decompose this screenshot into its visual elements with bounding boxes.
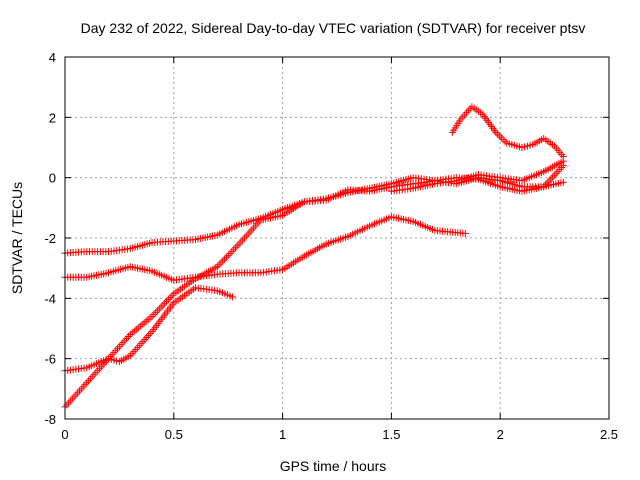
data-point: [230, 246, 238, 254]
data-points: [61, 103, 567, 411]
data-point: [153, 307, 161, 315]
data-point: [221, 255, 229, 263]
data-point: [499, 135, 507, 143]
data-point: [233, 242, 241, 250]
y-tick-label: 2: [49, 110, 56, 125]
data-point: [217, 259, 225, 267]
data-point: [226, 249, 234, 257]
series-trace-f: [387, 157, 567, 195]
data-point: [163, 297, 171, 305]
data-point: [229, 293, 237, 301]
series-trace-b: [61, 213, 469, 284]
data-point: [554, 167, 562, 175]
data-point: [494, 130, 502, 138]
x-tick-label: 2: [497, 427, 504, 442]
data-point: [231, 244, 239, 252]
chart-title: Day 232 of 2022, Sidereal Day-to-day VTE…: [81, 20, 586, 36]
data-point: [152, 309, 160, 317]
data-point: [559, 178, 567, 186]
data-point: [495, 132, 503, 140]
x-tick-label: 2.5: [600, 427, 618, 442]
x-tick-label: 0: [61, 427, 68, 442]
data-point: [157, 303, 165, 311]
y-axis-label: SDTVAR / TECUs: [9, 182, 25, 294]
series-trace-e: [448, 103, 567, 161]
data-point: [501, 137, 509, 145]
grid: [65, 57, 609, 419]
data-point: [559, 157, 567, 165]
y-tick-label: -8: [44, 412, 56, 427]
data-point: [166, 294, 174, 302]
data-point: [556, 165, 564, 173]
data-point: [164, 295, 172, 303]
y-tick-label: 0: [49, 171, 56, 186]
series-trace-d: [61, 284, 237, 411]
x-axis: 0 0.5 1 1.5 2 2.5: [61, 57, 618, 442]
data-point: [492, 128, 500, 136]
x-tick-label: 1.5: [382, 427, 400, 442]
data-point: [497, 134, 505, 142]
y-tick-label: -4: [44, 291, 56, 306]
y-tick-label: 4: [49, 50, 56, 65]
y-axis: -8 -6 -4 -2 0 2 4: [44, 50, 609, 427]
y-tick-label: -6: [44, 352, 56, 367]
x-axis-label: GPS time / hours: [280, 458, 387, 474]
data-point: [215, 261, 223, 269]
data-point: [549, 173, 557, 181]
y-tick-label: -2: [44, 231, 56, 246]
data-point: [159, 301, 167, 309]
data-point: [224, 251, 232, 259]
data-point: [161, 299, 169, 307]
data-point: [155, 305, 163, 313]
x-tick-label: 0.5: [165, 427, 183, 442]
data-point: [461, 229, 469, 237]
data-point: [168, 292, 176, 300]
data-point: [219, 257, 227, 265]
data-point: [228, 248, 236, 256]
x-tick-label: 1: [279, 427, 286, 442]
data-point: [150, 311, 158, 319]
data-point: [552, 169, 560, 177]
data-point: [222, 253, 230, 261]
